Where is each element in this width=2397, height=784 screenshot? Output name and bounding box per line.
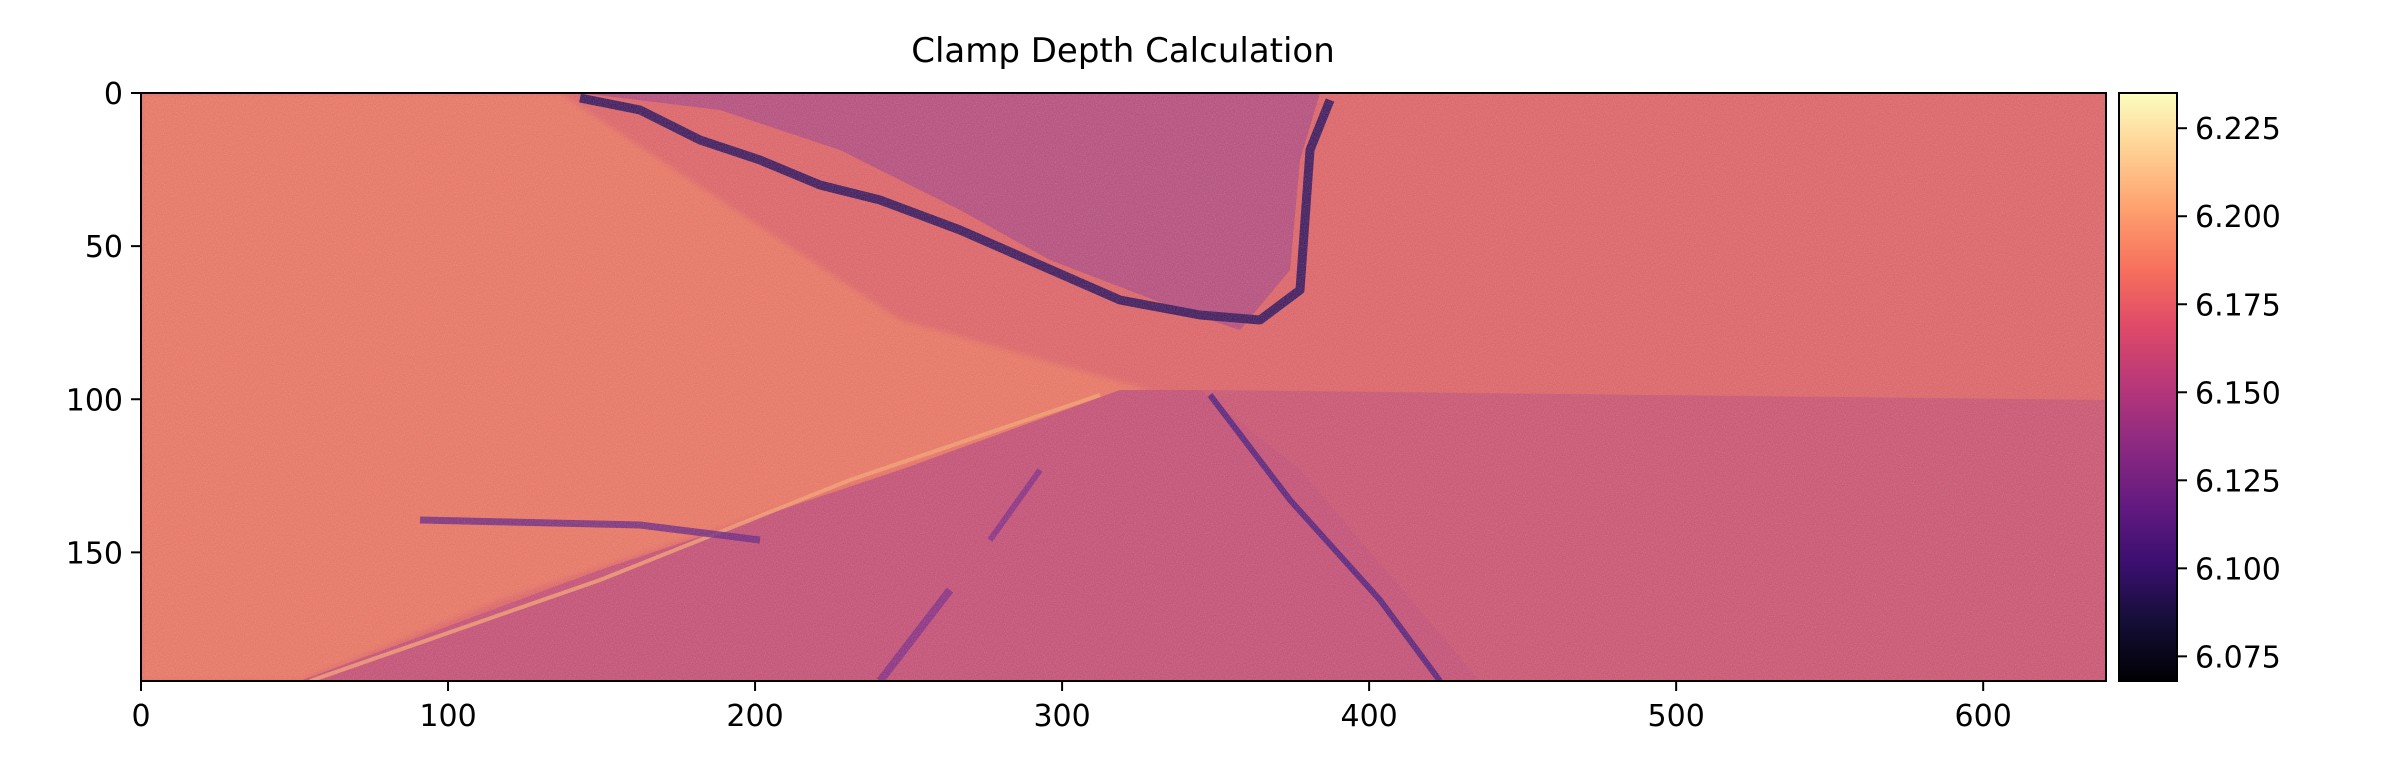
colorbar-tick-label: 6.175 [2195,288,2281,323]
x-tick-label: 100 [419,699,476,734]
colorbar-tick-label: 6.200 [2195,200,2281,235]
treeline-edge [579,93,1335,325]
x-tick-label: 400 [1340,699,1397,734]
right-verge-region [1200,390,2106,681]
shadow-band [419,516,761,544]
road-edge-left [309,393,1101,681]
y-tick-label: 0 [104,77,123,112]
colorbar-gradient [2119,93,2177,681]
y-tick-label: 100 [66,383,123,418]
colorbar-tick-label: 6.075 [2195,640,2281,675]
lane-marking-2 [987,468,1043,542]
plot-frame [140,92,2107,682]
x-tick-label: 500 [1648,699,1705,734]
road-region [300,390,1480,681]
y-tick-label: 150 [66,536,123,571]
y-axis: 0 50 100 150 [66,77,141,571]
y-tick-label: 50 [85,230,123,265]
x-axis: 0 100 200 300 400 500 600 [131,681,2012,734]
x-tick-label: 300 [1033,699,1090,734]
colorbar-tick-label: 6.225 [2195,112,2281,147]
chart-title: Clamp Depth Calculation [911,31,1335,71]
heatmap-image [141,93,2106,681]
colorbar-tick-label: 6.150 [2195,376,2281,411]
colorbar-axis: 6.075 6.100 6.125 6.150 6.175 6.200 6.225 [2177,112,2281,675]
lane-marking-1 [876,587,954,681]
left-embankment-region [141,93,1150,681]
road-edge-right [1207,393,1443,681]
x-tick-label: 200 [726,699,783,734]
colorbar-tick-label: 6.100 [2195,552,2281,587]
sky-region [580,93,1320,330]
x-tick-label: 600 [1955,699,2012,734]
colorbar-frame [2118,92,2178,682]
x-tick-label: 0 [131,699,150,734]
colorbar-tick-label: 6.125 [2195,464,2281,499]
